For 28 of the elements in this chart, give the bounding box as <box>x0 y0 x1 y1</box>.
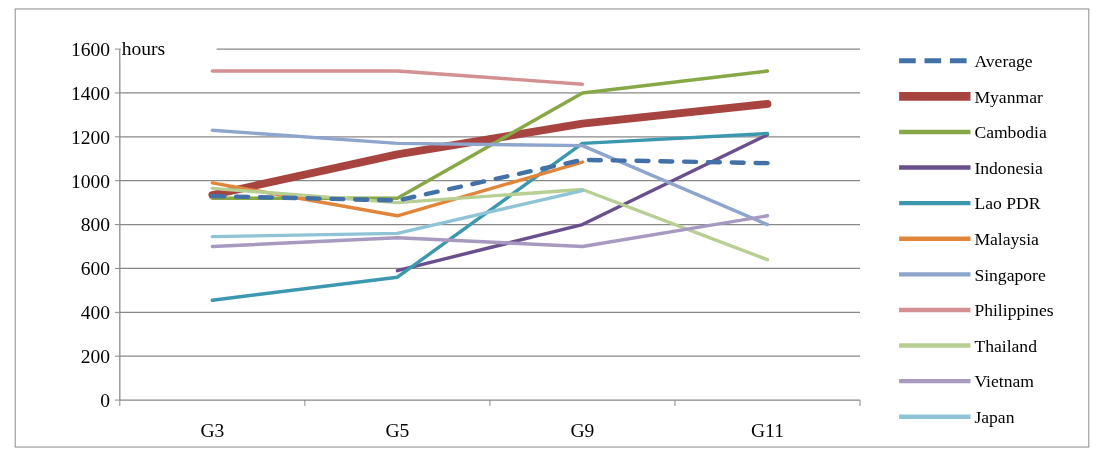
line-series <box>210 157 770 203</box>
legend-label: Malaysia <box>974 228 1040 249</box>
y-tick-label: 1600 <box>70 38 111 60</box>
y-tick-label: 200 <box>80 346 111 368</box>
legend-label: Vietnam <box>974 371 1035 392</box>
legend-label: Cambodia <box>974 122 1047 143</box>
y-tick-label: 1400 <box>70 82 111 104</box>
legend-label: Lao PDR <box>974 193 1041 214</box>
legend-label: Average <box>974 50 1033 71</box>
y-tick-label: 1200 <box>70 126 111 148</box>
x-tick-label: G5 <box>385 420 410 442</box>
y-tick-label: 0 <box>100 389 111 411</box>
x-tick-label: G9 <box>570 420 595 442</box>
y-axis-title: hours <box>121 37 166 59</box>
y-tick-label: 800 <box>80 214 111 236</box>
legend-label: Philippines <box>974 300 1054 321</box>
line-series <box>210 131 770 302</box>
legend-label: Japan <box>974 406 1015 427</box>
line-series <box>210 128 770 227</box>
x-tick-label: G11 <box>751 420 784 442</box>
legend-label: Thailand <box>974 335 1038 356</box>
y-tick-label: 400 <box>80 302 111 324</box>
y-tick-label: 1000 <box>70 170 111 192</box>
legend-label: Singapore <box>974 264 1046 285</box>
legend-label: Indonesia <box>974 157 1043 178</box>
legend-label: Myanmar <box>974 86 1043 107</box>
x-tick-label: G3 <box>200 420 225 442</box>
y-tick-label: 600 <box>80 258 111 280</box>
